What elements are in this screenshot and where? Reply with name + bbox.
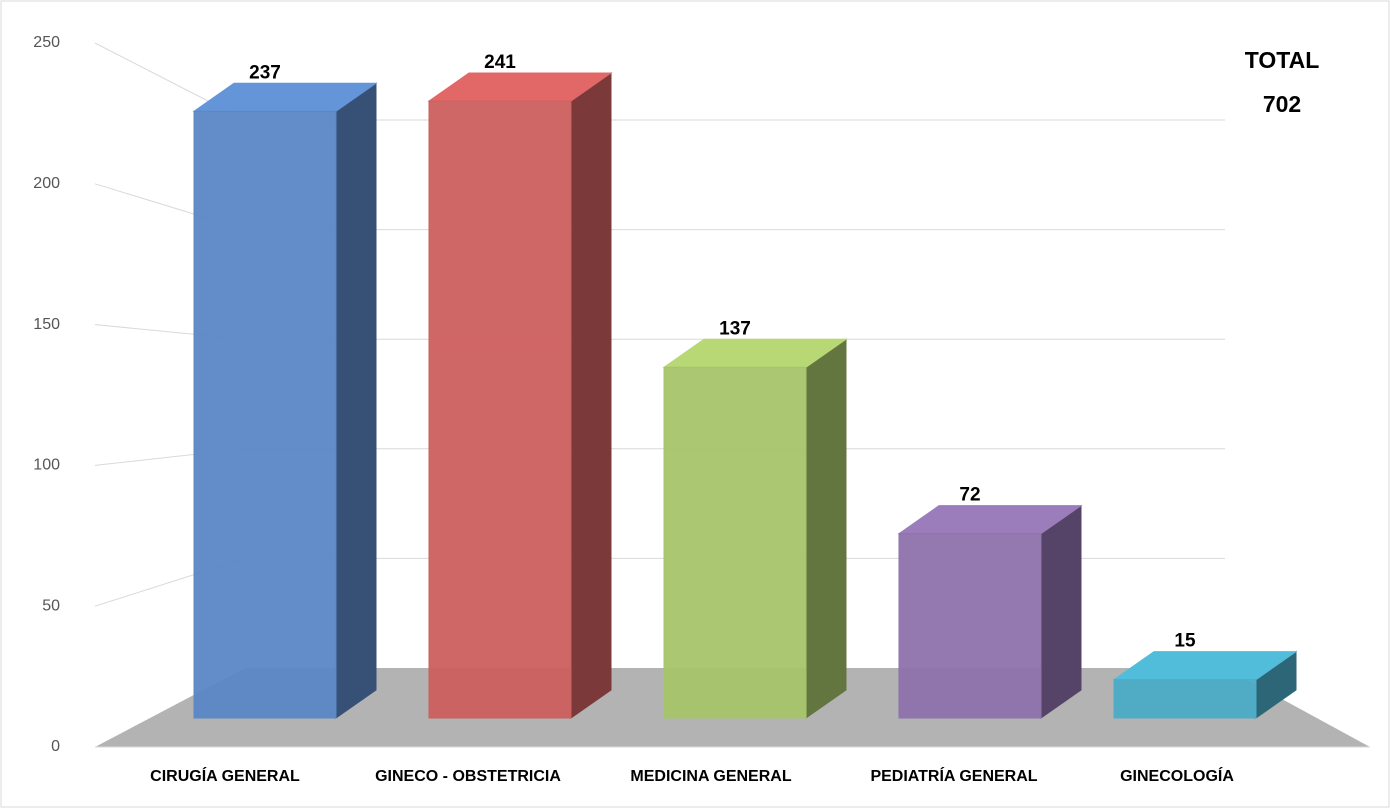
y-tick-label: 50: [42, 597, 60, 614]
x-tick-label: GINECO - OBSTETRICIA: [375, 768, 561, 785]
y-tick-label: 100: [33, 457, 60, 474]
x-tick-label: MEDICINA GENERAL: [630, 768, 791, 785]
y-tick-label: 200: [33, 175, 60, 192]
y-tick-label: 250: [33, 34, 60, 51]
bar: [1113, 679, 1257, 719]
x-tick-label: PEDIATRÍA GENERAL: [870, 766, 1037, 785]
y-tick-label: 0: [51, 738, 60, 755]
value-label: 241: [484, 52, 516, 73]
bar: [898, 533, 1042, 719]
bar: [193, 110, 337, 719]
value-label: 137: [719, 318, 751, 339]
value-label: 237: [249, 62, 281, 83]
value-label: 72: [959, 485, 980, 506]
bar-side: [570, 72, 612, 719]
y-tick-label: 150: [33, 316, 60, 333]
bar-side: [1040, 504, 1082, 719]
bar: [663, 366, 807, 719]
bar: [428, 100, 572, 719]
value-label: 15: [1174, 631, 1196, 652]
bar-side: [335, 82, 377, 719]
bar-side: [805, 338, 847, 719]
x-tick-label: CIRUGÍA GENERAL: [150, 766, 300, 785]
x-tick-label: GINECOLOGÍA: [1120, 766, 1234, 785]
total-value: 702: [1263, 91, 1301, 117]
total-label: TOTAL: [1245, 47, 1320, 73]
